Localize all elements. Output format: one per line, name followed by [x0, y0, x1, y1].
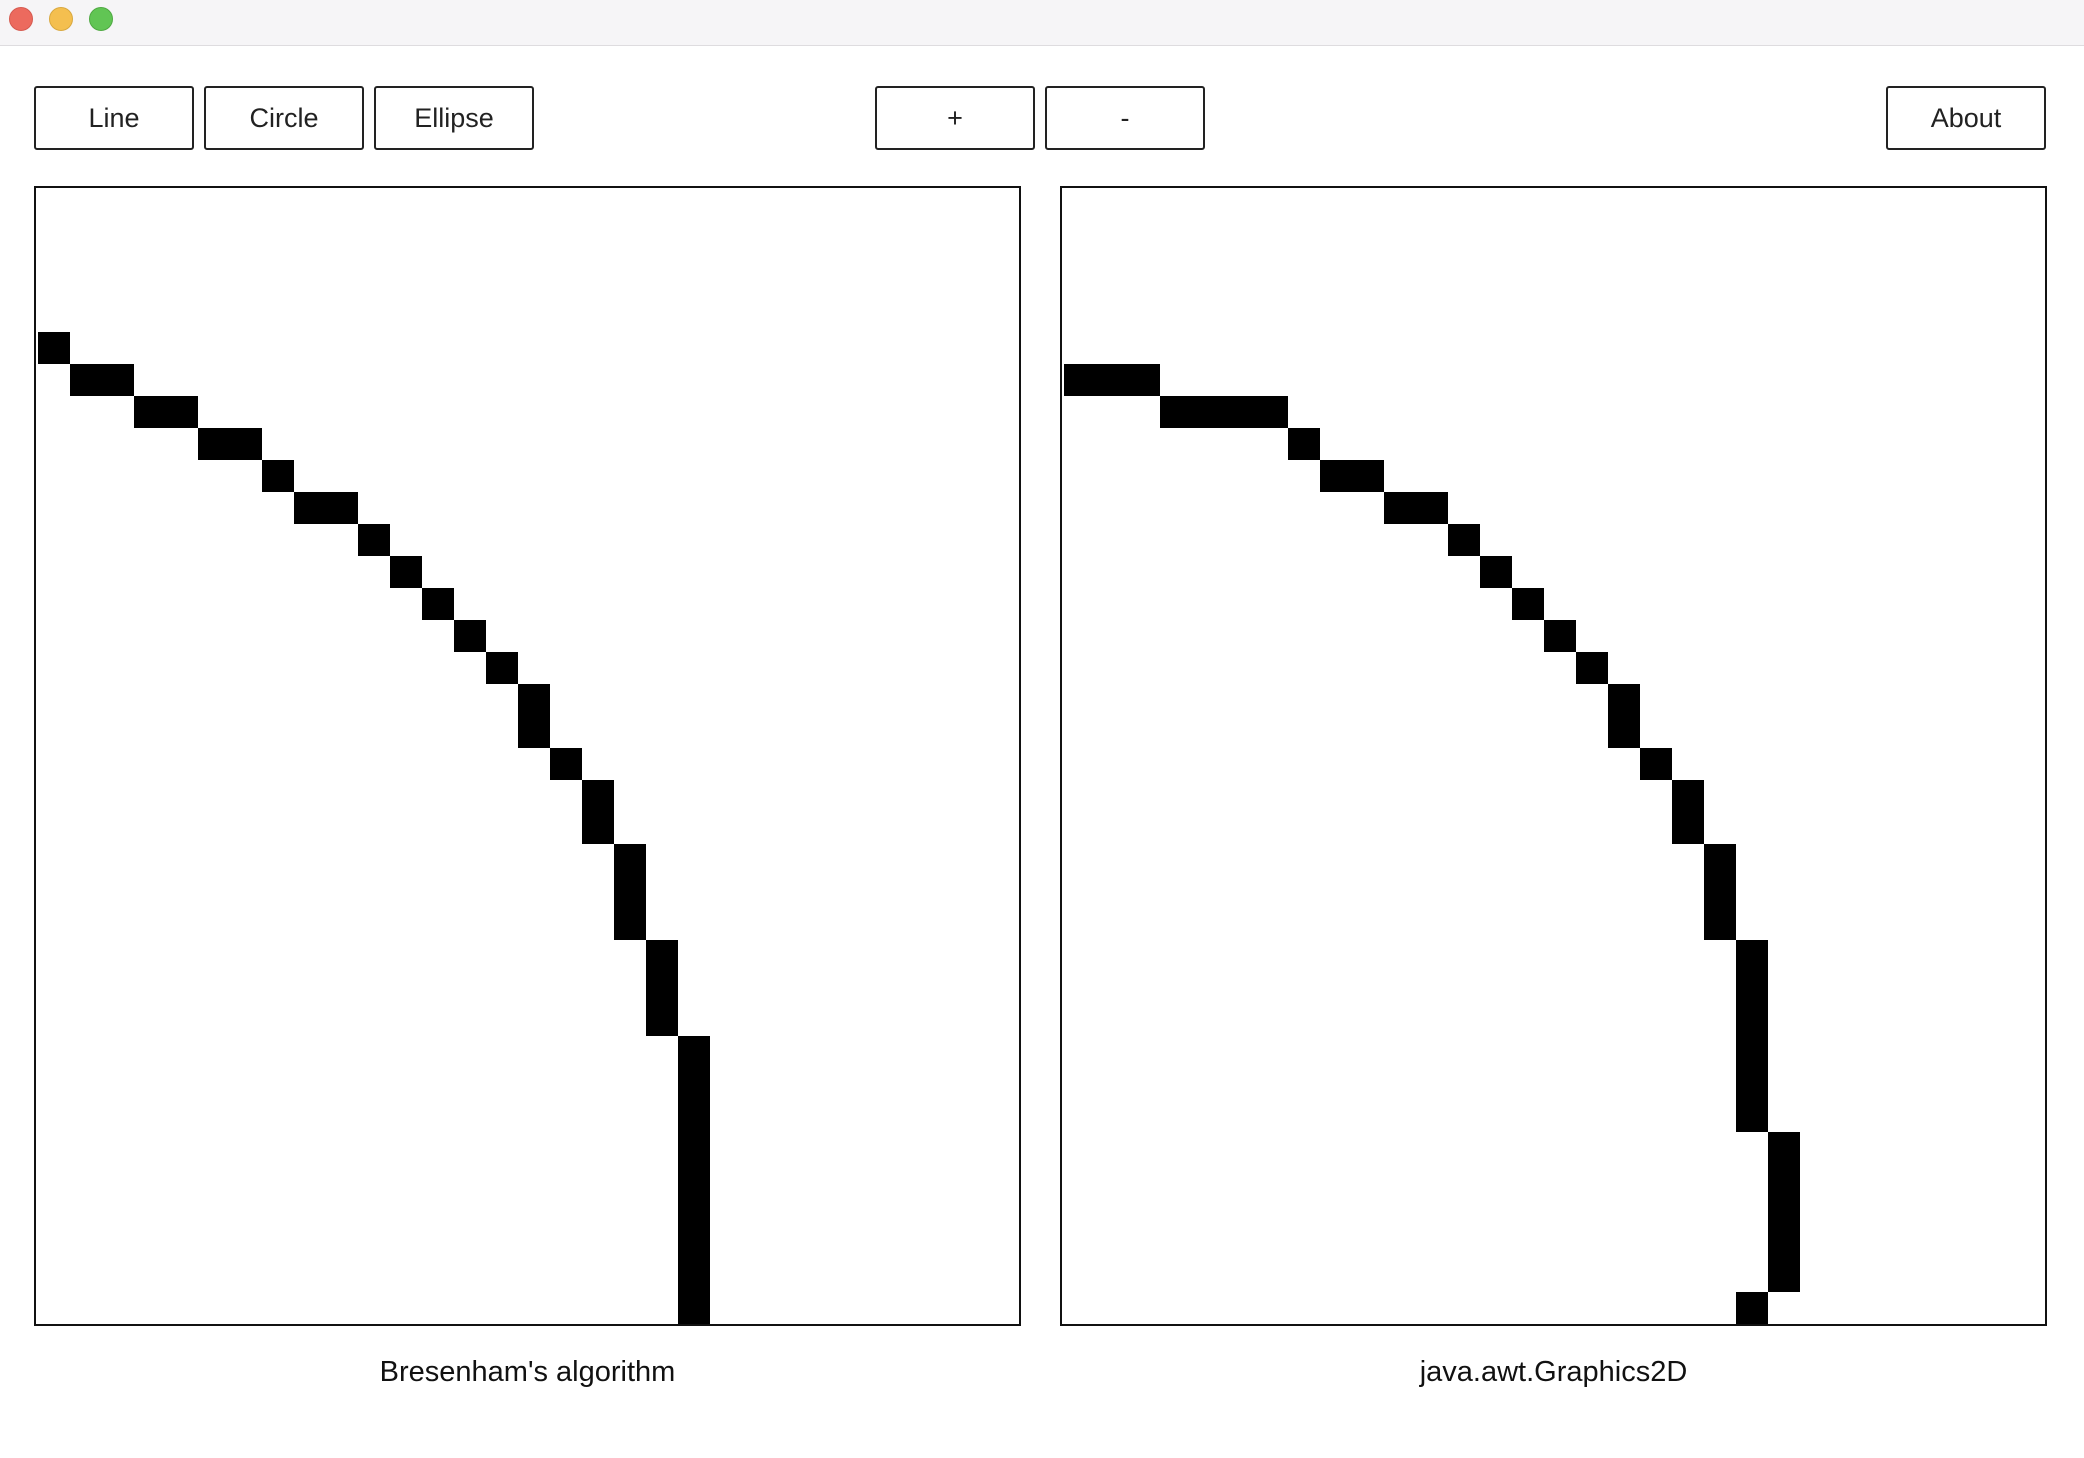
ellipse-button[interactable]: Ellipse	[374, 86, 534, 150]
pixel-run	[134, 396, 166, 428]
circle-button[interactable]: Circle	[204, 86, 364, 150]
graphics2d-pixel-arc	[1064, 364, 1800, 1324]
pixel-run	[1416, 492, 1448, 524]
pixel-run	[486, 652, 518, 684]
pixel-run	[1096, 364, 1128, 396]
pixel-run	[262, 460, 294, 492]
pixel-run	[1736, 1292, 1768, 1324]
zoom-in-button[interactable]: +	[875, 86, 1035, 150]
pixel-run	[1768, 1132, 1800, 1292]
pixel-run	[454, 620, 486, 652]
pixel-run	[1480, 556, 1512, 588]
close-window-button[interactable]	[9, 7, 33, 31]
pixel-run	[1672, 780, 1704, 844]
pixel-run	[1288, 428, 1320, 460]
pixel-run	[1352, 460, 1384, 492]
line-button[interactable]: Line	[34, 86, 194, 150]
pixel-run	[518, 684, 550, 748]
pixel-run	[1640, 748, 1672, 780]
pixel-run	[1064, 364, 1096, 396]
pixel-run	[1320, 460, 1352, 492]
pixel-run	[1544, 620, 1576, 652]
minimize-window-button[interactable]	[49, 7, 73, 31]
pixel-run	[1704, 844, 1736, 940]
pixel-run	[1192, 396, 1224, 428]
bresenham-caption: Bresenham's algorithm	[379, 1356, 676, 1388]
pixel-run	[550, 748, 582, 780]
window-titlebar	[0, 0, 2084, 46]
zoom-out-button[interactable]: -	[1045, 86, 1205, 150]
pixel-run	[1256, 396, 1288, 428]
pixel-run	[230, 428, 262, 460]
graphics2d-caption: java.awt.Graphics2D	[1419, 1356, 1688, 1388]
pixel-run	[1384, 492, 1416, 524]
zoom-window-button[interactable]	[89, 7, 113, 31]
pixel-run	[678, 1036, 710, 1324]
pixel-run	[1736, 940, 1768, 1132]
pixel-run	[38, 332, 70, 364]
pixel-run	[294, 492, 326, 524]
pixel-run	[1608, 684, 1640, 748]
bresenham-pixel-arc	[38, 332, 710, 1324]
pixel-run	[70, 364, 102, 396]
pixel-run	[1128, 364, 1160, 396]
about-button[interactable]: About	[1886, 86, 2046, 150]
pixel-run	[422, 588, 454, 620]
pixel-run	[1160, 396, 1192, 428]
bresenham-canvas[interactable]	[34, 186, 1021, 1326]
pixel-run	[646, 940, 678, 1036]
graphics2d-canvas[interactable]	[1060, 186, 2047, 1326]
pixel-run	[326, 492, 358, 524]
pixel-run	[582, 780, 614, 844]
pixel-run	[1576, 652, 1608, 684]
pixel-run	[102, 364, 134, 396]
pixel-run	[166, 396, 198, 428]
pixel-run	[1448, 524, 1480, 556]
pixel-run	[1512, 588, 1544, 620]
pixel-run	[390, 556, 422, 588]
pixel-run	[1224, 396, 1256, 428]
pixel-run	[358, 524, 390, 556]
pixel-run	[198, 428, 230, 460]
pixel-run	[614, 844, 646, 940]
